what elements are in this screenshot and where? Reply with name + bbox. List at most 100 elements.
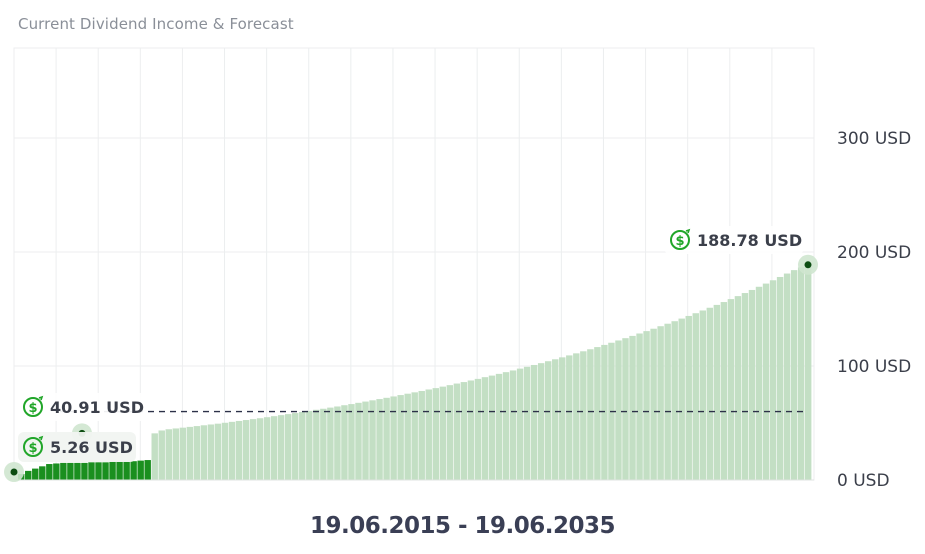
bar-forecast [509, 370, 517, 480]
bar-forecast [769, 280, 777, 480]
bar-forecast [502, 372, 510, 480]
bar-forecast [285, 414, 292, 480]
end-point-marker[interactable] [798, 254, 818, 275]
bar-forecast [165, 429, 172, 480]
annotation-current-value[interactable]: $ 40.91 USD [18, 393, 146, 421]
annotation-end-label: 188.78 USD [697, 231, 802, 250]
bar-forecast [748, 289, 756, 480]
bar-forecast [467, 380, 475, 480]
bar-forecast [256, 418, 264, 480]
bar-forecast [537, 363, 545, 480]
bar-forecast [270, 416, 278, 480]
bar-forecast [418, 390, 425, 480]
annotation-end-value[interactable]: $ 188.78 USD [664, 226, 804, 254]
date-range: 19.06.2015 - 19.06.2035 [309, 513, 616, 539]
bar-forecast [341, 405, 348, 480]
y-tick-label: 200 USD [837, 243, 911, 263]
bar-forecast [453, 383, 461, 480]
bar-current [88, 462, 95, 480]
bar-forecast [411, 392, 418, 480]
bar-forecast [355, 402, 362, 480]
bar-forecast [559, 357, 566, 480]
bar-forecast [221, 422, 229, 480]
bar-forecast [650, 328, 657, 480]
bar-forecast [151, 433, 158, 480]
bar-forecast [306, 410, 313, 480]
bar-forecast [193, 426, 201, 480]
bar-forecast [327, 407, 334, 480]
bar-forecast [439, 386, 447, 480]
bar-forecast [320, 408, 327, 480]
y-tick-label: 0 USD [837, 471, 890, 491]
bar-current [32, 468, 39, 480]
bar-forecast [692, 313, 699, 480]
bar-current [95, 462, 102, 480]
bar-forecast [186, 426, 194, 480]
annotation-current-label: 40.91 USD [50, 398, 144, 417]
bar-forecast [544, 361, 552, 480]
bar-forecast [783, 273, 791, 480]
bar-forecast [741, 293, 749, 480]
bar-current [67, 462, 74, 480]
bar-forecast [643, 331, 650, 480]
bar-forecast [397, 395, 404, 480]
start-point-marker[interactable] [4, 462, 24, 482]
bar-forecast [657, 326, 664, 480]
dollar-cycle-icon: $ [670, 228, 691, 250]
y-tick-label: 300 USD [837, 129, 911, 149]
bar-forecast [706, 307, 714, 480]
bar-forecast [636, 333, 643, 480]
bar-forecast [172, 428, 180, 480]
bar-forecast [587, 349, 594, 480]
bar-forecast [404, 393, 411, 480]
bar-forecast [383, 397, 390, 480]
bar-forecast [734, 296, 742, 480]
dollar-cycle-icon: $ [23, 395, 44, 417]
bar-forecast [713, 304, 721, 480]
y-tick-label: 100 USD [837, 357, 911, 377]
bar-forecast [460, 382, 468, 480]
bar-current [137, 460, 144, 480]
bar-current [74, 462, 81, 480]
bar-current [130, 461, 137, 480]
y-axis-labels: 0 USD 100 USD 200 USD 300 USD [837, 129, 911, 491]
bar-forecast [797, 267, 805, 480]
bar-current [25, 470, 32, 480]
bar-current [123, 461, 130, 480]
bar-forecast [530, 364, 538, 480]
svg-text:$: $ [28, 401, 37, 416]
annotation-start-value[interactable]: $ 5.26 USD [18, 432, 136, 462]
bar-forecast [249, 419, 257, 480]
bar-current [102, 462, 109, 480]
bar-current [116, 461, 123, 480]
bar-forecast [432, 388, 439, 480]
bar-forecast [495, 373, 503, 480]
bar-forecast [348, 404, 355, 480]
bar-current [60, 462, 67, 480]
bar-forecast [235, 420, 243, 480]
bar-forecast [488, 375, 496, 480]
bar-forecast [242, 420, 250, 480]
bar-forecast [727, 299, 735, 480]
bar-forecast [474, 378, 482, 480]
bar-forecast [446, 385, 454, 480]
bar-forecast [207, 424, 215, 480]
bar-forecast [277, 415, 285, 480]
bar-forecast [755, 286, 763, 480]
bar-forecast [594, 347, 601, 480]
bar-forecast [664, 323, 671, 480]
bar-forecast [699, 310, 707, 480]
bar-forecast [629, 335, 636, 480]
bar-forecast [804, 264, 812, 480]
bar-current [144, 460, 151, 480]
bar-forecast [552, 359, 559, 480]
bar-forecast [376, 399, 383, 480]
bar-forecast [334, 406, 341, 480]
bar-forecast [573, 353, 580, 480]
bar-forecast [685, 315, 692, 480]
bar-forecast [601, 344, 608, 480]
chart-title: Current Dividend Income & Forecast [18, 15, 294, 33]
bar-forecast [516, 368, 524, 480]
